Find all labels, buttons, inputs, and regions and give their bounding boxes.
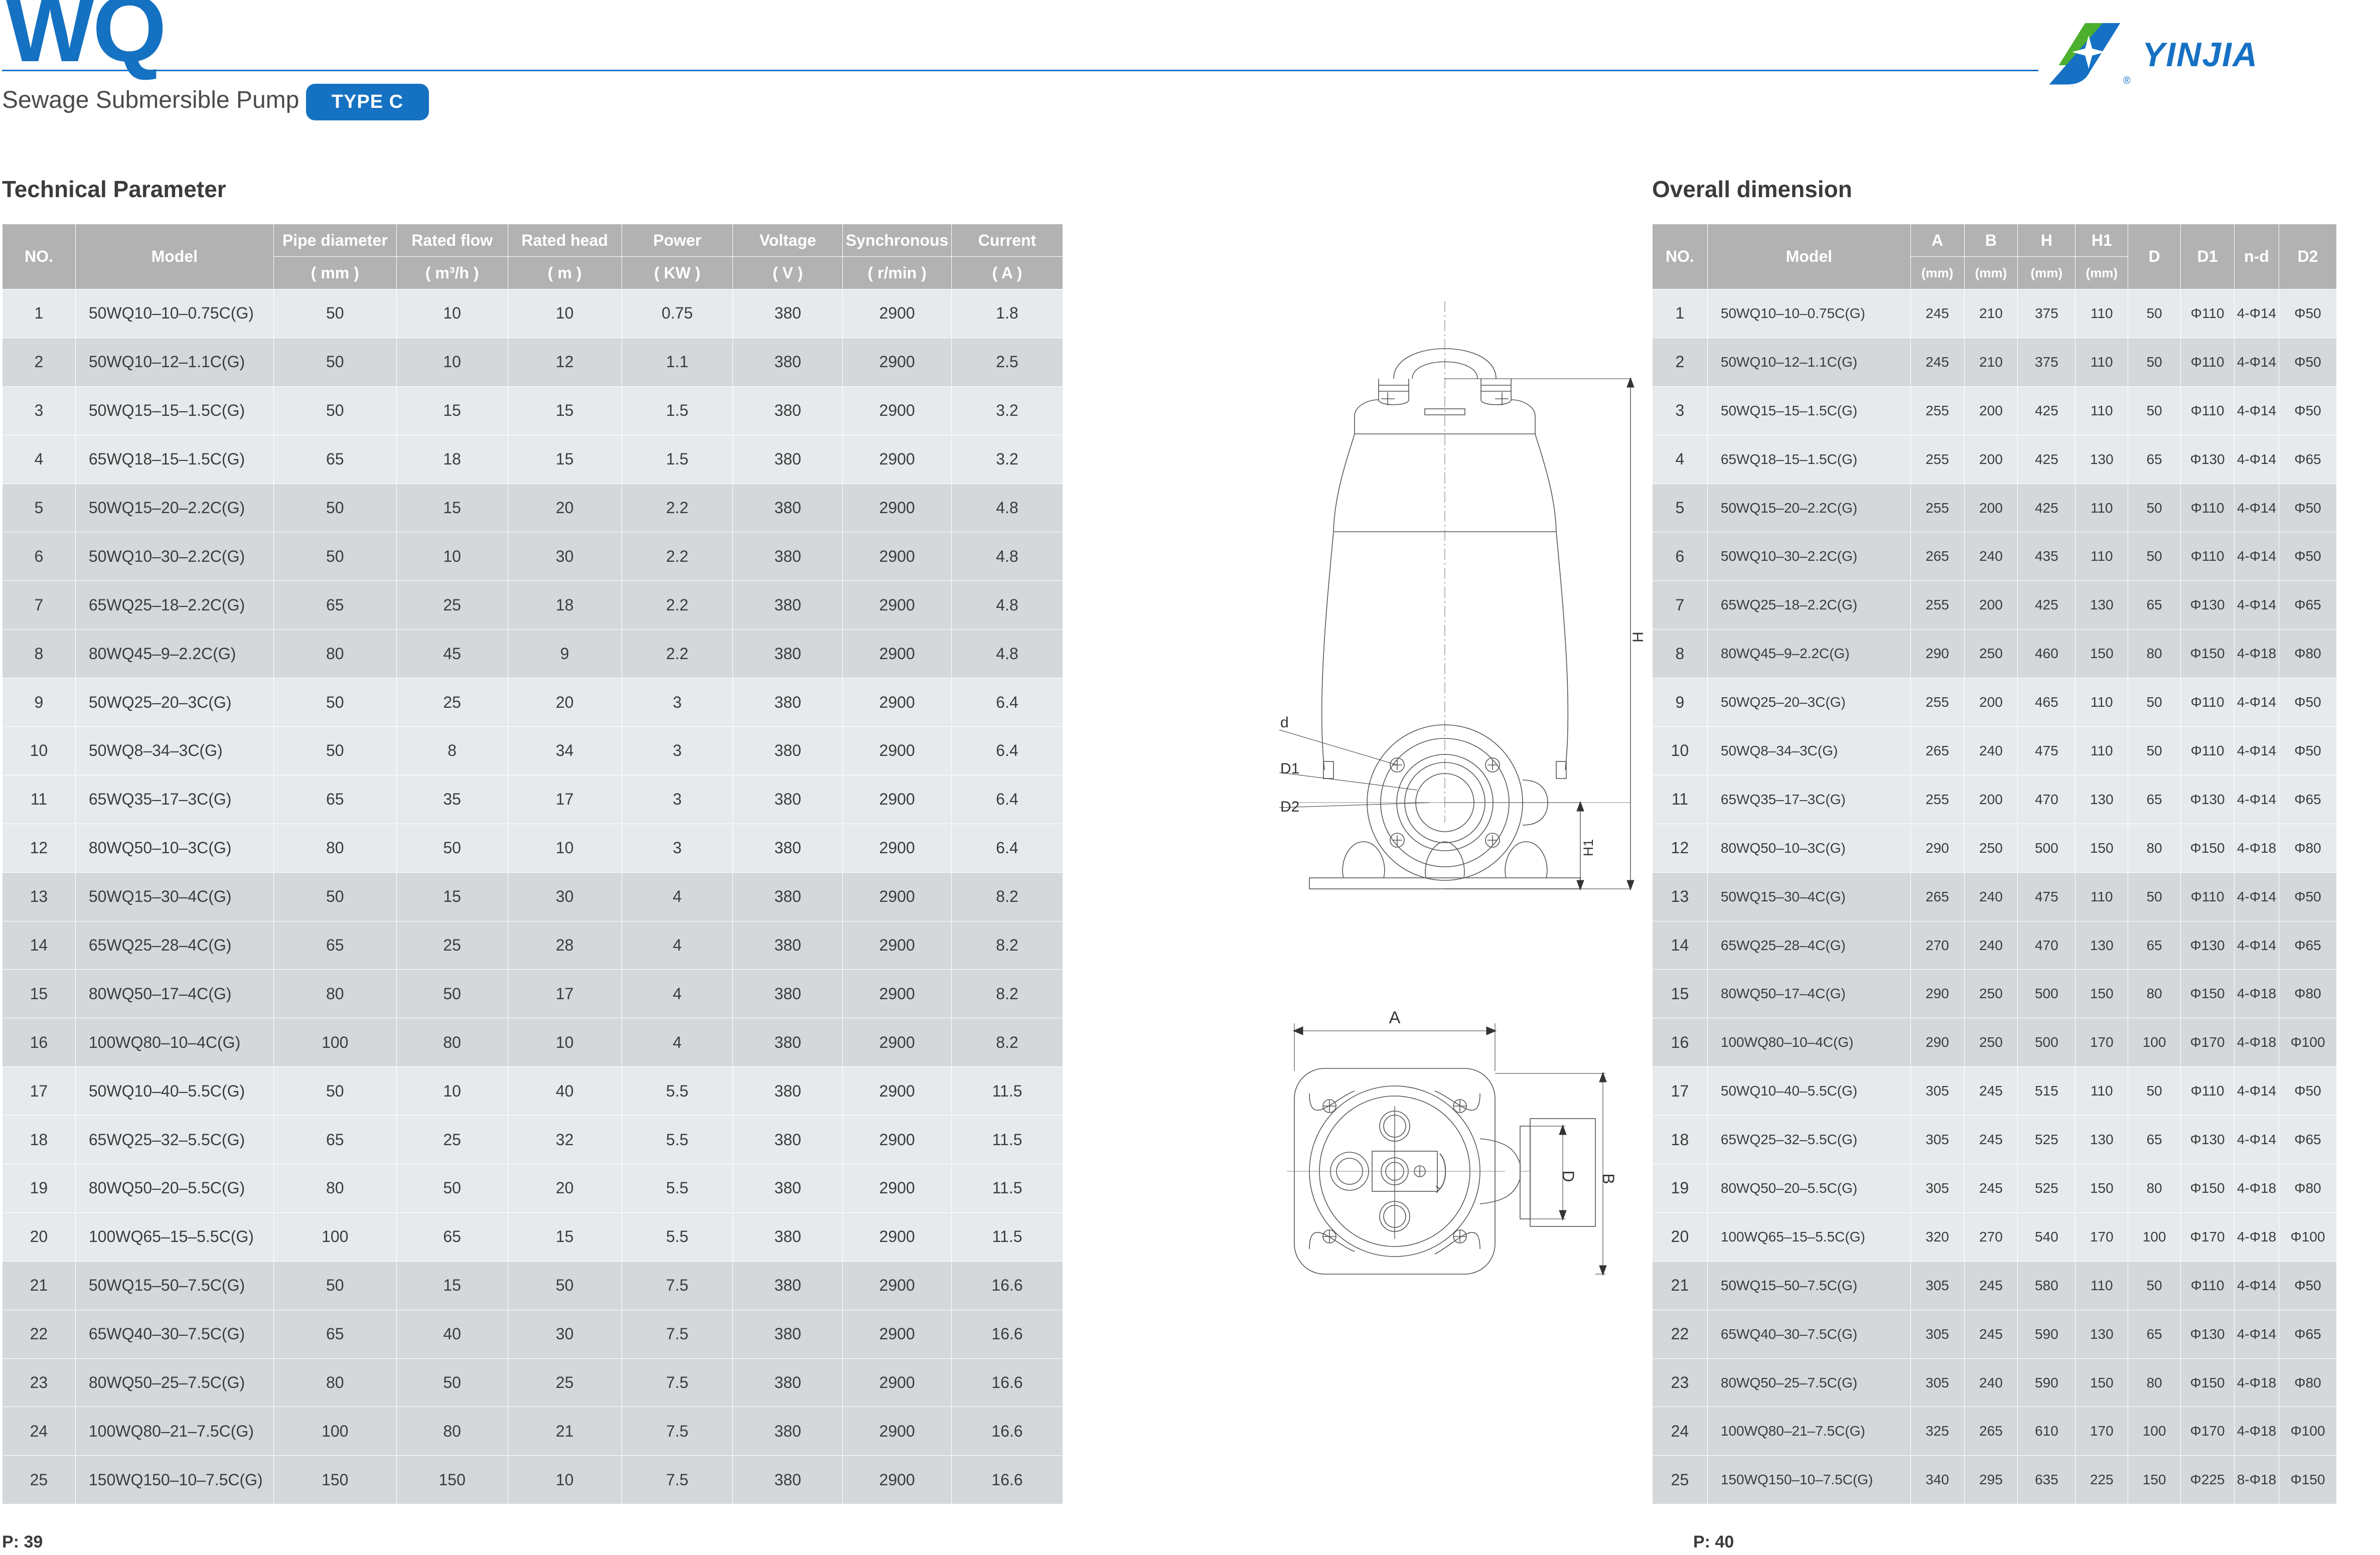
svg-text:B: B bbox=[1599, 1173, 1617, 1184]
svg-text:H: H bbox=[1630, 632, 1647, 643]
svg-text:A: A bbox=[1389, 1008, 1401, 1027]
svg-text:d: d bbox=[1280, 714, 1289, 731]
svg-text:D: D bbox=[1559, 1170, 1577, 1182]
svg-text:D1: D1 bbox=[1280, 760, 1299, 777]
svg-text:D2: D2 bbox=[1280, 799, 1299, 815]
svg-text:H1: H1 bbox=[1581, 839, 1596, 857]
